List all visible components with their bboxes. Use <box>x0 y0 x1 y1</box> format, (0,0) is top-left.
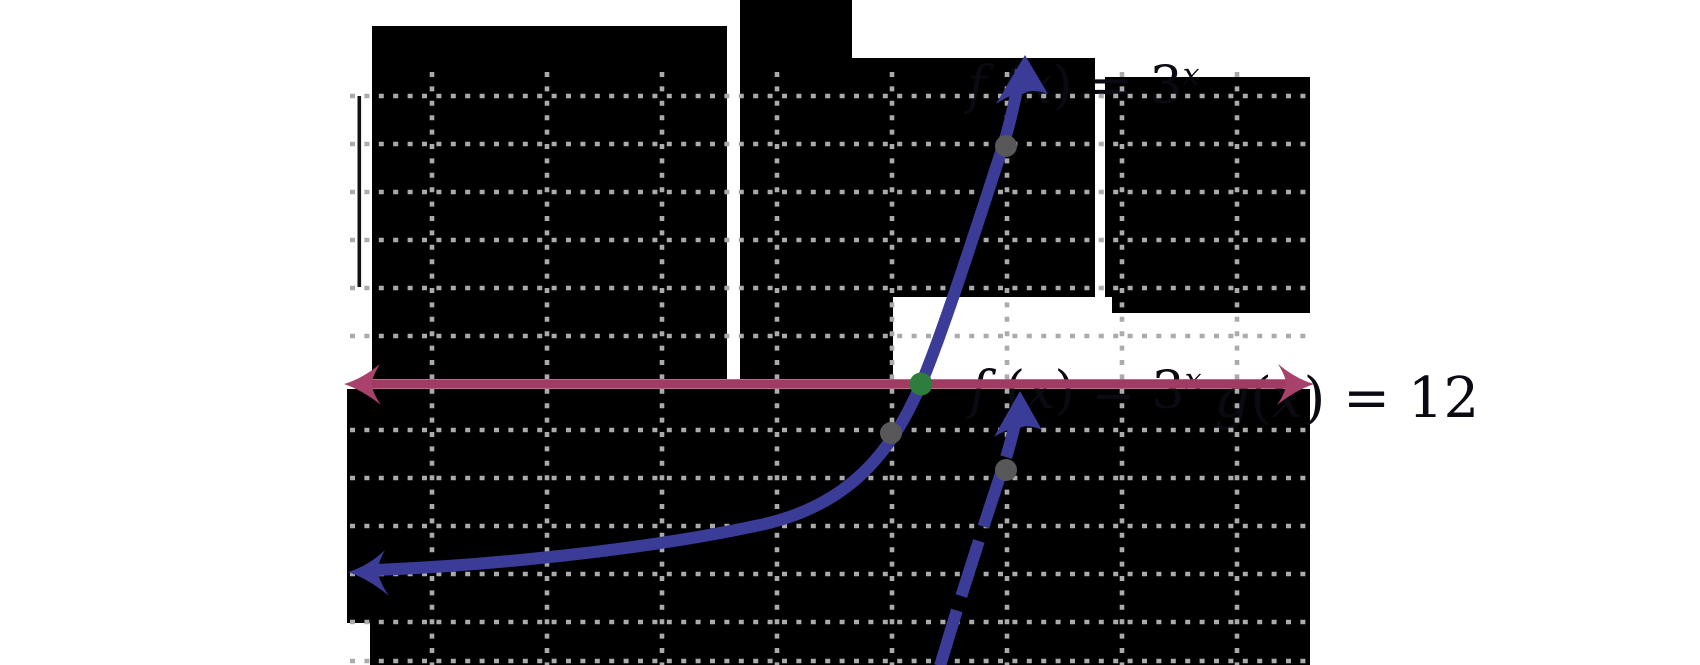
left-tick-line <box>357 96 362 287</box>
panel-top-right <box>1105 77 1310 313</box>
patch-strip-right <box>1095 0 1105 379</box>
patch-strip-left <box>727 0 740 379</box>
panel-bottom-strip <box>370 623 1310 665</box>
line-label-g: g(x) = 12 <box>1214 365 1480 431</box>
panel-top-left <box>372 26 727 379</box>
patch-top-label <box>852 0 1114 58</box>
function-label-top: f (x) = 3x <box>967 56 1200 117</box>
line-label-bottom-clipped: g(x) = 12 <box>1125 638 1461 665</box>
